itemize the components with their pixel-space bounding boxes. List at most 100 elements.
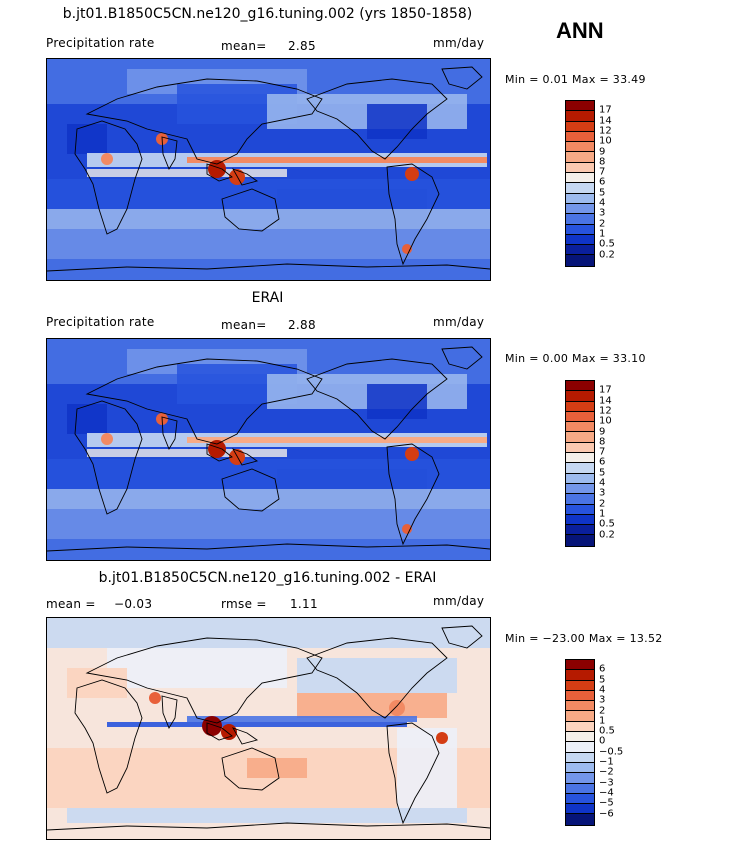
colorbar-tick-label: 0.5 [599, 518, 615, 530]
panel-2-colorbar [565, 380, 595, 547]
panel-3-rmse-label: rmse = [221, 597, 267, 611]
colorbar-tick-label: 3 [599, 694, 606, 706]
coastline [85, 637, 323, 724]
colorbar-swatch [566, 690, 594, 702]
colorbar-swatch [566, 670, 594, 681]
colorbar-tick-label: 8 [599, 156, 606, 168]
coastline [206, 163, 233, 182]
panel-1-colorbar [565, 100, 595, 267]
field-patch [67, 404, 107, 434]
season-label: ANN [556, 18, 604, 43]
coastline [221, 468, 280, 512]
colorbar-swatch [566, 245, 594, 256]
colorbar-swatch [566, 183, 594, 194]
colorbar-tick-label: −3 [599, 777, 614, 789]
coastline [85, 358, 323, 445]
coastline [47, 263, 490, 272]
coastline [306, 637, 448, 719]
colorbar-swatch [566, 660, 594, 671]
coastline [74, 120, 143, 235]
panel-1-title: b.jt01.B1850C5CN.ne120_g16.tuning.002 (y… [62, 6, 473, 22]
coastline [47, 543, 490, 552]
colorbar-tick-label: 4 [599, 477, 606, 489]
colorbar-tick-label: 4 [599, 684, 606, 696]
field-patch [367, 384, 427, 419]
colorbar-swatch [566, 224, 594, 235]
coastline [441, 625, 483, 649]
colorbar-swatch [566, 762, 594, 774]
colorbar-tick-label: 2 [599, 705, 606, 716]
colorbar-swatch [566, 173, 594, 184]
coastline [206, 722, 233, 741]
coastline [232, 168, 259, 186]
coastline [232, 448, 259, 466]
colorbar-swatch [566, 411, 594, 423]
colorbar-swatch [566, 721, 594, 733]
colorbar-tick-label: 5 [599, 674, 606, 686]
colorbar-swatch [566, 732, 594, 743]
coastline [306, 358, 448, 440]
colorbar-tick-label: 10 [599, 415, 612, 427]
colorbar-tick-label: 9 [599, 426, 606, 437]
colorbar-swatch [566, 255, 594, 266]
field-spot [405, 447, 419, 461]
panel-3-title: b.jt01.B1850C5CN.ne120_g16.tuning.002 - … [98, 570, 437, 586]
field-patch [47, 618, 490, 648]
panel-3-mean-value: −0.03 [114, 597, 153, 611]
colorbar-swatch [566, 783, 594, 794]
field-patch [47, 229, 490, 259]
colorbar-tick-label: 2 [599, 498, 606, 510]
field-patch [67, 808, 467, 823]
coastline [386, 722, 440, 825]
field-spot [402, 524, 412, 534]
colorbar-tick-label: 1 [599, 508, 606, 520]
colorbar-swatch [566, 442, 594, 454]
colorbar-tick-label: −5 [599, 797, 614, 809]
colorbar-tick-label: 6 [599, 663, 606, 675]
panel-2-min-max: Min = 0.00 Max = 33.10 [505, 352, 646, 365]
field-patch [297, 658, 457, 693]
field-spot [208, 440, 226, 458]
panel-1-min-max: Min = 0.01 Max = 33.49 [505, 73, 646, 86]
coastline [221, 188, 280, 232]
field-patch [47, 259, 490, 280]
colorbar-swatch [566, 391, 594, 402]
colorbar-tick-label: 7 [599, 166, 606, 178]
colorbar-tick-label: −6 [599, 808, 614, 819]
colorbar-swatch [566, 773, 594, 784]
itcz-core [187, 157, 487, 163]
field-spot [101, 153, 113, 165]
panel-1-mean-value: 2.85 [288, 39, 316, 53]
colorbar-swatch [566, 701, 594, 712]
colorbar-swatch [566, 152, 594, 163]
panel-1-units: mm/day [433, 36, 485, 50]
colorbar-tick-label: 14 [599, 115, 612, 127]
colorbar-tick-label: 10 [599, 135, 612, 147]
panel-3-mean-label: mean = [46, 597, 96, 611]
colorbar-tick-label: 0.2 [599, 249, 615, 260]
coastline [74, 400, 143, 515]
colorbar-tick-label: 6 [599, 456, 606, 468]
colorbar-swatch [566, 234, 594, 246]
colorbar-tick-label: 0.5 [599, 238, 615, 250]
colorbar-swatch [566, 793, 594, 805]
panel-2-map [46, 338, 491, 561]
field-patch [107, 722, 407, 727]
panel-2-variable-label: Precipitation rate [46, 315, 155, 329]
spcz-band [87, 449, 287, 457]
colorbar-tick-label: 0.5 [599, 725, 615, 737]
colorbar-swatch [566, 401, 594, 412]
colorbar-swatch [566, 814, 594, 825]
colorbar-tick-label: −1 [599, 756, 614, 768]
field-patch [297, 693, 447, 718]
colorbar-swatch [566, 504, 594, 515]
colorbar-swatch [566, 111, 594, 122]
coastline [161, 416, 178, 451]
panel-3-rmse-value: 1.11 [290, 597, 318, 611]
spcz-band [87, 169, 287, 177]
field-patch [67, 124, 107, 154]
colorbar-swatch [566, 422, 594, 433]
colorbar-tick-label: −2 [599, 766, 614, 778]
colorbar-tick-label: 1 [599, 715, 606, 727]
colorbar-tick-label: 17 [599, 384, 612, 396]
